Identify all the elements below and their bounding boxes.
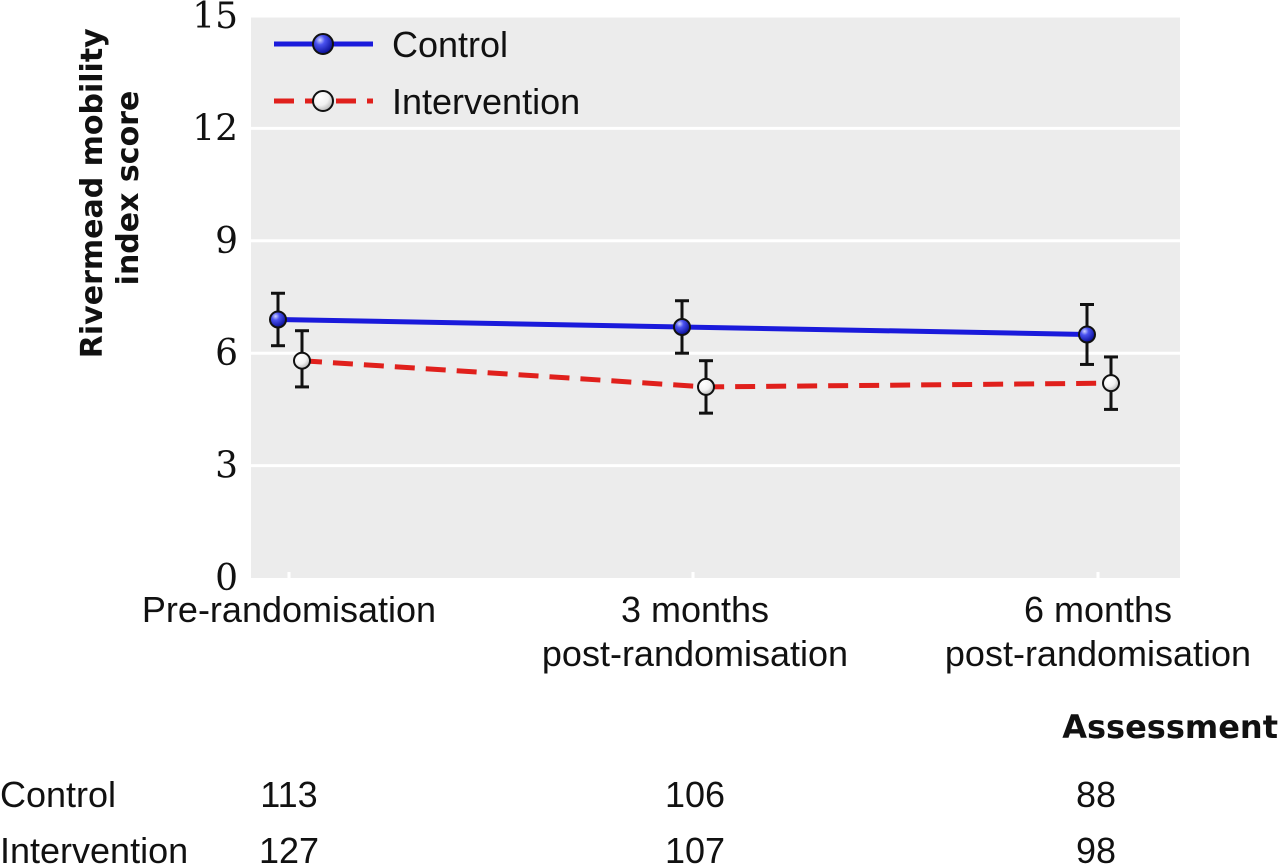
- data-point-intervention: [697, 377, 715, 396]
- n-row-label: Control: [0, 774, 116, 815]
- x-axis-title: Assessment: [1062, 708, 1278, 746]
- y-axis-title: Rivermead mobility index score: [75, 18, 146, 358]
- y-tick-label: 12: [192, 108, 238, 149]
- n-value: 88: [1076, 774, 1116, 815]
- legend-label-intervention: Intervention: [392, 81, 580, 122]
- category-labels: Pre-randomisation 3 monthspost-randomisat…: [142, 589, 1251, 674]
- y-tick-label: 0: [215, 558, 238, 599]
- category-label: post-randomisation: [542, 633, 848, 674]
- y-axis-title-line2: index score: [111, 91, 146, 286]
- y-tick-label: 15: [192, 0, 238, 37]
- plot-background: [251, 16, 1180, 578]
- category-label: 3 months: [621, 589, 769, 630]
- y-axis-title-line1: Rivermead mobility: [75, 28, 110, 358]
- n-row-label: Intervention: [0, 830, 188, 867]
- legend: Control Intervention: [274, 24, 580, 122]
- category-label: 6 months: [1024, 589, 1172, 630]
- series: [269, 291, 1120, 415]
- data-point-control: [1078, 325, 1096, 344]
- n-value: 107: [665, 830, 725, 867]
- category-label: Pre-randomisation: [142, 589, 436, 630]
- legend-marker-control: [312, 33, 334, 55]
- x-ticks: [287, 572, 1100, 580]
- y-tick-label: 3: [215, 446, 238, 487]
- y-tick-labels: 0 3 6 9 12 15: [192, 0, 238, 599]
- data-point-intervention: [293, 351, 311, 370]
- legend-label-control: Control: [392, 24, 508, 65]
- n-value: 127: [259, 830, 319, 867]
- data-point-intervention: [1102, 374, 1120, 393]
- legend-marker-intervention: [312, 90, 334, 112]
- data-point-control: [673, 317, 691, 336]
- n-value: 113: [260, 774, 317, 815]
- data-point-control: [269, 310, 287, 329]
- sample-size-table: Control 113 106 88 Intervention 127 107 98: [0, 774, 1116, 867]
- grid-lines: [251, 14, 1180, 468]
- category-label: post-randomisation: [945, 633, 1251, 674]
- n-value: 98: [1076, 830, 1116, 867]
- n-value: 106: [665, 774, 725, 815]
- y-tick-label: 6: [215, 333, 238, 374]
- y-tick-label: 9: [215, 221, 238, 262]
